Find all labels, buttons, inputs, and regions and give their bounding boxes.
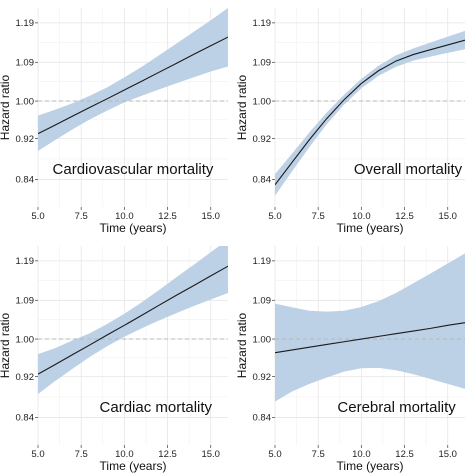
hazard-ratio-line (275, 322, 465, 354)
panel-title: Cardiovascular mortality (53, 161, 214, 178)
y-tick-label: 0.92 (16, 372, 35, 383)
x-tick-label: 15.0 (438, 211, 457, 222)
y-axis-title: Hazard ratio (0, 75, 12, 141)
plot-background (275, 8, 465, 207)
y-tick-label: 1.19 (253, 18, 272, 29)
y-axis-title: Hazard ratio (0, 313, 12, 379)
hazard-ratio-line (38, 36, 228, 135)
x-axis-title: Time (years) (337, 221, 404, 235)
y-tick-label: 1.09 (253, 58, 272, 69)
panel-title: Cardiac mortality (100, 399, 213, 416)
x-tick-label: 10.0 (115, 449, 134, 460)
panel-1: 5.0 7.5 10.0 12.5 15.0 0.84 0.92 1.00 1.09 1.19 Ti… (0, 8, 228, 235)
y-tick-label: 1.19 (16, 256, 35, 267)
y-tick-label: 0.84 (253, 175, 272, 186)
y-axis-title: Hazard ratio (235, 313, 249, 379)
x-tick-label: 5.0 (31, 449, 44, 460)
x-tick-label: 12.5 (158, 449, 177, 460)
panel-4: 5.0 7.5 10.0 12.5 15.0 0.84 0.92 1.00 1.09 1.19 Ti… (235, 246, 465, 473)
x-tick-label: 7.5 (75, 449, 88, 460)
y-tick-label: 1.00 (16, 96, 35, 107)
x-tick-label: 12.5 (158, 211, 177, 222)
x-tick-label: 10.0 (115, 211, 134, 222)
y-tick-label: 1.19 (253, 256, 272, 267)
x-tick-label: 12.5 (395, 449, 414, 460)
x-tick-label: 15.0 (201, 449, 220, 460)
y-tick-label: 0.84 (253, 413, 272, 424)
x-tick-label: 7.5 (312, 449, 325, 460)
x-tick-label: 15.0 (201, 211, 220, 222)
y-tick-label: 1.09 (16, 296, 35, 307)
x-tick-label: 7.5 (75, 211, 88, 222)
plot-area (38, 8, 228, 151)
y-tick-label: 0.92 (253, 134, 272, 145)
y-tick-label: 1.09 (16, 58, 35, 69)
panel-2: 5.0 7.5 10.0 12.5 15.0 0.84 0.92 1.00 1.09 1.19 Ti… (235, 8, 465, 235)
x-tick-label: 7.5 (312, 211, 325, 222)
y-tick-label: 1.00 (253, 96, 272, 107)
plot-area (275, 253, 465, 402)
x-tick-label: 5.0 (268, 211, 281, 222)
plot-area (38, 246, 228, 394)
x-tick-label: 12.5 (395, 211, 414, 222)
y-tick-label: 1.00 (253, 334, 272, 345)
x-tick-label: 5.0 (31, 211, 44, 222)
confidence-band (275, 30, 465, 196)
y-tick-label: 1.19 (16, 18, 35, 29)
y-tick-label: 0.84 (16, 413, 35, 424)
y-tick-label: 0.84 (16, 175, 35, 186)
y-tick-label: 0.92 (16, 134, 35, 145)
x-axis-title: Time (years) (100, 459, 167, 473)
panel-title: Cerebral mortality (337, 399, 456, 416)
y-tick-label: 1.09 (253, 296, 272, 307)
panel-title: Overall mortality (354, 161, 463, 178)
x-axis-title: Time (years) (100, 221, 167, 235)
confidence-band (275, 253, 465, 402)
plot-area (275, 30, 465, 196)
y-tick-label: 0.92 (253, 372, 272, 383)
y-axis-title: Hazard ratio (235, 75, 249, 141)
confidence-band (38, 8, 228, 151)
x-tick-label: 10.0 (352, 449, 371, 460)
hazard-ratio-line (38, 265, 228, 375)
x-tick-label: 5.0 (268, 449, 281, 460)
x-tick-label: 10.0 (352, 211, 371, 222)
x-tick-label: 15.0 (438, 449, 457, 460)
hazard-ratio-line (275, 39, 465, 186)
panel-3: 5.0 7.5 10.0 12.5 15.0 0.84 0.92 1.00 1.09 1.19 Ti… (0, 246, 228, 473)
x-axis-title: Time (years) (337, 459, 404, 473)
y-tick-label: 1.00 (16, 334, 35, 345)
